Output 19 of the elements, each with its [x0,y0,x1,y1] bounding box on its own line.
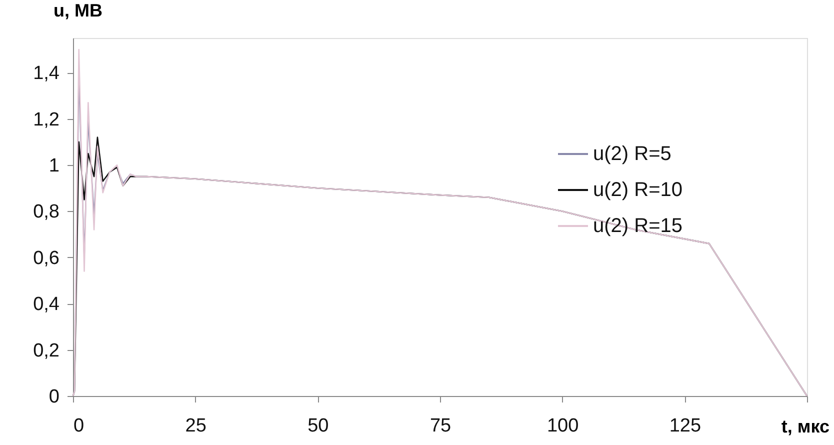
x-tick-label: 125 [669,416,702,436]
y-tick-label: 1 [48,156,60,177]
legend-label: u(2) R=10 [593,179,682,201]
y-tick-label: 0,6 [33,248,60,269]
x-axis-title: t, мкс [781,416,830,436]
x-tick-label: 75 [430,416,452,436]
x-tick-label: 100 [546,416,579,436]
x-tick-label: 25 [185,416,206,436]
x-tick-label: 0 [74,416,84,436]
y-axis-title: u, МВ [54,0,102,20]
y-tick-label: 1,2 [33,109,60,130]
y-tick-label: 0,4 [33,294,60,316]
x-tick-label: 50 [308,416,329,436]
legend-label: u(2) R=5 [593,143,672,165]
y-tick-label: 0,8 [33,202,60,223]
y-tick-label: 0 [48,386,60,408]
y-tick-label: 1,4 [33,63,60,84]
legend-label: u(2) R=15 [593,215,682,237]
y-tick-label: 0,2 [33,340,60,362]
